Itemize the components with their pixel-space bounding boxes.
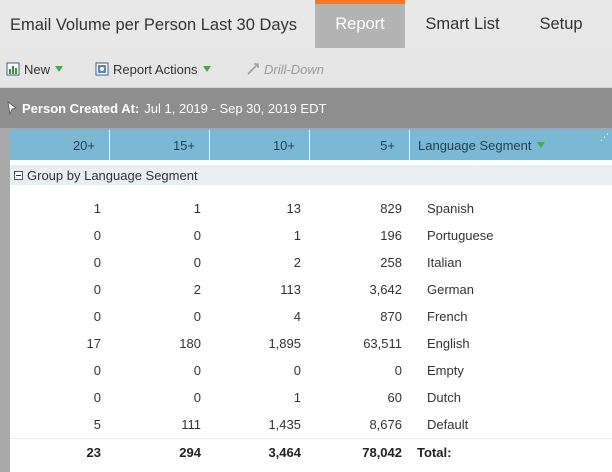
cell-20plus: 17 bbox=[86, 336, 101, 351]
cell-20plus: 5 bbox=[93, 417, 101, 432]
cell-10plus: 1 bbox=[293, 390, 301, 405]
tab-report[interactable]: Report bbox=[315, 0, 405, 48]
cell-5plus: 870 bbox=[380, 309, 402, 324]
total-label: Total: bbox=[417, 445, 452, 460]
cell-language-segment: Portuguese bbox=[427, 228, 494, 243]
toolbar: New Report Actions Drill-Down bbox=[0, 48, 612, 88]
table-row: 0 0 1 60 Dutch bbox=[10, 384, 612, 411]
table-row: 1 1 13 829 Spanish bbox=[10, 195, 612, 222]
table-row: 0 0 2 258 Italian bbox=[10, 249, 612, 276]
group-label: Group by Language Segment bbox=[27, 167, 198, 183]
filter-pin-icon[interactable] bbox=[6, 101, 18, 116]
cell-15plus: 0 bbox=[193, 390, 201, 405]
tab-setup[interactable]: Setup bbox=[539, 14, 583, 33]
cell-10plus: 4 bbox=[293, 309, 301, 324]
grid-left-strip bbox=[0, 128, 10, 472]
cell-language-segment: Italian bbox=[427, 255, 462, 270]
tab-bar: Email Volume per Person Last 30 Days Rep… bbox=[0, 0, 612, 48]
drill-down-button[interactable]: Drill-Down bbox=[246, 60, 324, 78]
column-header-15plus[interactable]: 15+ bbox=[110, 130, 210, 160]
filter-label: Person Created At: bbox=[22, 100, 140, 116]
cell-10plus: 0 bbox=[293, 363, 301, 378]
cell-language-segment: Empty bbox=[427, 363, 464, 378]
cell-20plus: 0 bbox=[93, 255, 101, 270]
column-header-20plus[interactable]: 20+ bbox=[10, 130, 110, 160]
cell-5plus: 60 bbox=[387, 390, 402, 405]
page-title: Email Volume per Person Last 30 Days bbox=[10, 16, 298, 34]
cell-language-segment: Dutch bbox=[427, 390, 461, 405]
filter-bar: Person Created At: Jul 1, 2019 - Sep 30,… bbox=[0, 88, 612, 128]
cell-20plus: 0 bbox=[93, 309, 101, 324]
new-button[interactable]: New bbox=[6, 60, 64, 78]
cell-language-segment: French bbox=[427, 309, 468, 324]
cell-language-segment: English bbox=[427, 336, 470, 351]
cell-5plus: 0 bbox=[394, 363, 402, 378]
cell-15plus: 0 bbox=[193, 309, 201, 324]
total-10plus: 3,464 bbox=[268, 445, 301, 460]
cell-language-segment: Spanish bbox=[427, 201, 474, 216]
cell-language-segment: German bbox=[427, 282, 474, 297]
cell-20plus: 0 bbox=[93, 228, 101, 243]
cell-10plus: 113 bbox=[280, 282, 301, 297]
new-report-icon bbox=[6, 62, 20, 76]
grid-resize-icon[interactable]: ⋰ bbox=[600, 132, 609, 142]
cell-15plus: 2 bbox=[193, 282, 201, 297]
cell-15plus: 0 bbox=[193, 228, 201, 243]
cell-10plus: 1,895 bbox=[268, 336, 301, 351]
column-header-10plus[interactable]: 10+ bbox=[210, 130, 310, 160]
cell-20plus: 0 bbox=[93, 390, 101, 405]
cell-language-segment: Default bbox=[427, 417, 469, 432]
report-actions-button[interactable]: Report Actions bbox=[95, 60, 211, 78]
chevron-down-icon bbox=[537, 142, 546, 148]
report-actions-label: Report Actions bbox=[113, 61, 198, 77]
cell-15plus: 180 bbox=[179, 336, 201, 351]
total-5plus: 78,042 bbox=[362, 445, 402, 460]
filter-value[interactable]: Jul 1, 2019 - Sep 30, 2019 EDT bbox=[144, 100, 327, 116]
cell-5plus: 829 bbox=[380, 201, 402, 216]
cell-20plus: 0 bbox=[93, 363, 101, 378]
cell-5plus: 63,511 bbox=[363, 336, 402, 351]
grid-header: 20+ 15+ 10+ 5+ Language Segment ⋰ bbox=[10, 130, 612, 160]
column-header-language-label: Language Segment bbox=[418, 137, 532, 153]
cell-10plus: 2 bbox=[293, 255, 301, 270]
cell-10plus: 1,435 bbox=[268, 417, 301, 432]
table-row: 0 2 113 3,642 German bbox=[10, 276, 612, 303]
table-row: 5 111 1,435 8,676 Default bbox=[10, 411, 612, 438]
drill-down-label: Drill-Down bbox=[264, 61, 324, 77]
total-row: 23 294 3,464 78,042 Total: bbox=[10, 438, 612, 465]
chevron-down-icon bbox=[202, 66, 211, 72]
cell-5plus: 258 bbox=[380, 255, 402, 270]
table-row: 0 0 0 0 Empty bbox=[10, 357, 612, 384]
table-row: 0 0 4 870 French bbox=[10, 303, 612, 330]
cell-5plus: 196 bbox=[380, 228, 402, 243]
cell-5plus: 8,676 bbox=[369, 417, 402, 432]
cell-10plus: 13 bbox=[286, 201, 301, 216]
chevron-down-icon bbox=[55, 66, 64, 72]
new-label: New bbox=[24, 61, 51, 77]
table-row: 0 0 1 196 Portuguese bbox=[10, 222, 612, 249]
drill-down-icon bbox=[246, 62, 260, 76]
total-20plus: 23 bbox=[86, 445, 101, 460]
cell-20plus: 1 bbox=[93, 201, 101, 216]
cell-5plus: 3,642 bbox=[369, 282, 402, 297]
column-header-5plus[interactable]: 5+ bbox=[310, 130, 410, 160]
report-actions-icon bbox=[95, 62, 109, 76]
table-row: 17 180 1,895 63,511 English bbox=[10, 330, 612, 357]
cell-10plus: 1 bbox=[293, 228, 301, 243]
group-header: Group by Language Segment bbox=[10, 165, 612, 185]
cell-15plus: 0 bbox=[193, 363, 201, 378]
cell-15plus: 111 bbox=[181, 417, 201, 432]
cell-20plus: 0 bbox=[93, 282, 101, 297]
tab-smart-list[interactable]: Smart List bbox=[425, 14, 500, 33]
column-header-language-segment[interactable]: Language Segment bbox=[410, 130, 612, 160]
cell-15plus: 1 bbox=[193, 201, 201, 216]
cell-15plus: 0 bbox=[193, 255, 201, 270]
report-grid: 20+ 15+ 10+ 5+ Language Segment ⋰ Group … bbox=[10, 128, 612, 472]
collapse-icon[interactable] bbox=[14, 170, 23, 180]
total-15plus: 294 bbox=[179, 445, 201, 460]
